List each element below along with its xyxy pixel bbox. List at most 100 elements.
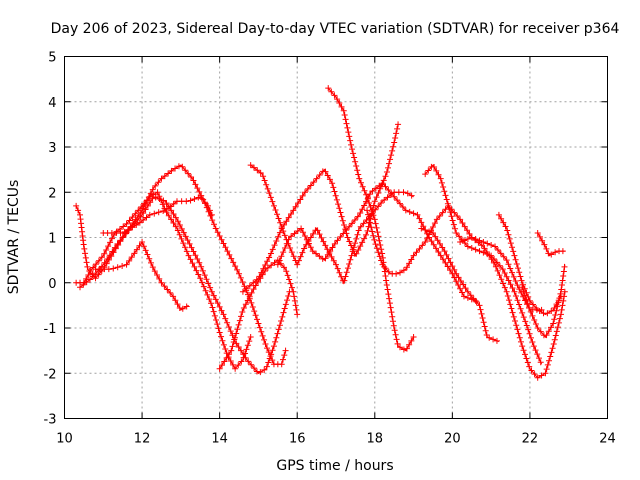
- data-point: [557, 290, 564, 297]
- data-point: [190, 248, 197, 255]
- data-point: [395, 121, 402, 128]
- data-point: [192, 252, 199, 259]
- data-point: [436, 240, 443, 247]
- data-point: [316, 253, 323, 260]
- data-point: [336, 100, 343, 107]
- data-point: [524, 359, 531, 366]
- data-point: [269, 198, 276, 205]
- data-point: [346, 238, 353, 245]
- data-point: [480, 239, 487, 246]
- data-point: [391, 139, 398, 146]
- data-point: [444, 200, 451, 207]
- data-point: [218, 307, 225, 314]
- data-point: [267, 250, 274, 257]
- data-point: [282, 301, 289, 308]
- data-point: [494, 267, 501, 274]
- data-point: [492, 263, 499, 270]
- data-point: [80, 241, 87, 248]
- data-point: [400, 346, 407, 353]
- data-point: [84, 263, 91, 270]
- data-point: [353, 163, 360, 170]
- data-point: [373, 194, 380, 201]
- data-point: [346, 260, 353, 267]
- data-point: [333, 261, 339, 268]
- data-point: [188, 244, 195, 251]
- data-point: [161, 283, 168, 290]
- data-point: [376, 182, 383, 189]
- data-point: [390, 322, 397, 329]
- data-point: [517, 338, 524, 345]
- data-point: [133, 222, 140, 229]
- data-point: [442, 192, 449, 199]
- data-point: [303, 236, 310, 243]
- data-point: [500, 253, 507, 260]
- data-point: [214, 321, 221, 328]
- data-point: [499, 266, 506, 273]
- data-point: [228, 255, 235, 262]
- data-point: [109, 248, 116, 255]
- data-point: [216, 365, 223, 372]
- data-point: [160, 207, 167, 214]
- data-point: [250, 164, 257, 171]
- data-point: [453, 229, 460, 236]
- data-point: [561, 288, 568, 295]
- data-point: [476, 248, 483, 255]
- data-point: [129, 214, 136, 221]
- data-point: [207, 284, 214, 291]
- data-point: [182, 233, 189, 240]
- data-point: [172, 223, 179, 230]
- data-point: [394, 340, 401, 347]
- data-point: [322, 242, 329, 249]
- data-point: [394, 197, 401, 204]
- data-point: [222, 244, 229, 251]
- data-point: [220, 341, 227, 348]
- data-point: [142, 247, 149, 254]
- data-point: [331, 92, 338, 99]
- data-point: [537, 328, 544, 335]
- data-point: [252, 312, 259, 319]
- data-point: [386, 300, 393, 307]
- data-point: [341, 277, 348, 284]
- data-point: [483, 248, 490, 255]
- data-point: [129, 224, 136, 231]
- data-point: [251, 308, 258, 315]
- data-point: [254, 316, 261, 323]
- data-point: [172, 214, 179, 221]
- data-point: [531, 371, 538, 378]
- data-point: [230, 259, 237, 266]
- data-point: [297, 196, 304, 203]
- data-point: [514, 326, 521, 333]
- data-point: [264, 185, 271, 192]
- series-sat-c: [77, 194, 293, 376]
- data-point: [105, 266, 112, 273]
- data-point: [287, 244, 294, 251]
- data-point: [195, 194, 202, 201]
- data-point: [163, 200, 170, 207]
- data-point: [81, 245, 88, 252]
- data-point: [82, 254, 89, 261]
- data-point: [334, 265, 341, 272]
- data-point: [146, 211, 153, 218]
- data-point: [370, 232, 377, 239]
- data-point: [416, 245, 423, 252]
- data-point: [125, 226, 132, 233]
- data-point: [468, 234, 475, 241]
- data-point: [553, 307, 560, 314]
- data-point: [248, 289, 255, 296]
- data-point: [280, 249, 287, 256]
- data-point: [439, 209, 446, 216]
- data-point: [461, 223, 468, 230]
- x-tick-label: 16: [289, 432, 306, 447]
- data-point: [349, 246, 356, 253]
- data-point: [263, 363, 270, 370]
- data-point: [448, 213, 455, 220]
- data-point: [498, 215, 505, 222]
- data-point: [449, 263, 456, 270]
- data-point: [335, 201, 342, 208]
- data-point: [529, 338, 536, 345]
- data-point: [558, 306, 565, 313]
- data-point: [361, 235, 368, 242]
- data-point: [278, 361, 285, 368]
- data-point: [396, 344, 403, 351]
